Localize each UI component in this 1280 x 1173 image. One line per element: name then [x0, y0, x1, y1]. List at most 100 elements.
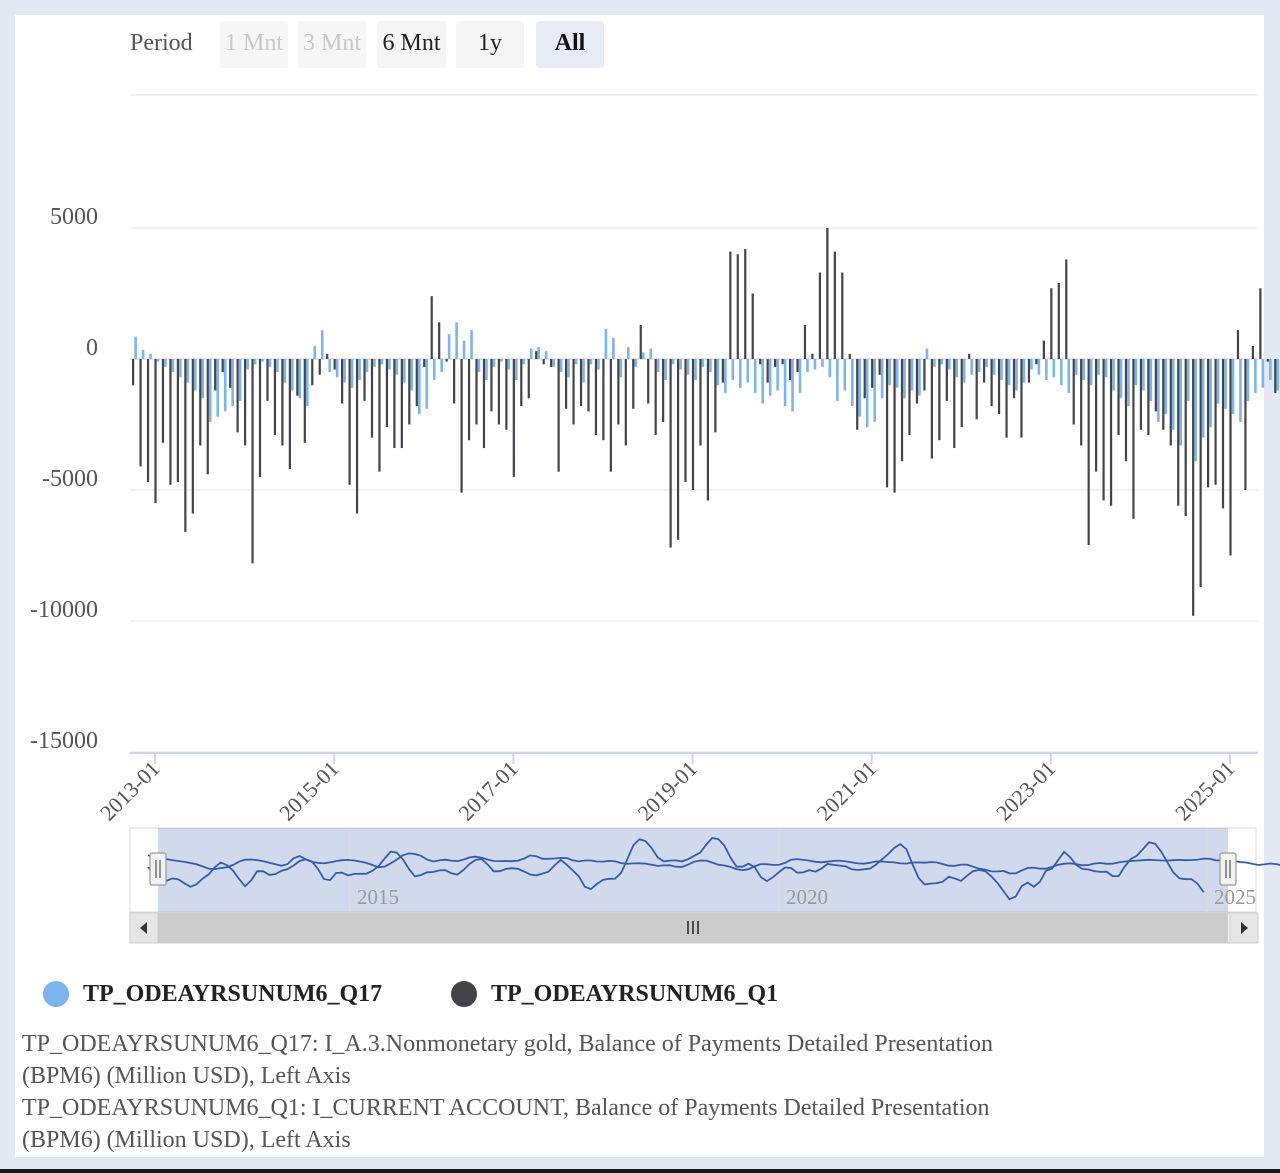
bar-q17	[843, 359, 847, 391]
bar-q17	[888, 359, 891, 386]
bar-q17	[985, 359, 988, 367]
bar-q17	[492, 359, 496, 367]
bar-q17	[1186, 359, 1190, 401]
bar-q17	[328, 359, 332, 373]
handle-box[interactable]	[1219, 852, 1237, 886]
bar-q17	[1074, 359, 1078, 375]
bar-q1	[990, 359, 993, 407]
bar-q1	[1207, 359, 1210, 488]
bar-q17	[208, 359, 212, 422]
bar-q17	[320, 330, 324, 359]
arrow-right-icon	[1241, 922, 1248, 934]
legend-label: TP_ODEAYRSUNUM6_Q1	[491, 980, 779, 1007]
series-description-line: (BPM6) (Million USD), Left Axis	[22, 1127, 351, 1153]
bar-q1	[587, 359, 590, 412]
bar-q1	[796, 359, 799, 373]
bar-q1	[564, 359, 568, 409]
bar-q1	[423, 359, 426, 367]
bar-q17	[701, 359, 705, 367]
legend-marker-icon	[43, 981, 69, 1007]
series-description-line: (BPM6) (Million USD), Left Axis	[22, 1063, 351, 1089]
bar-q17	[246, 359, 249, 370]
x-tick-label: 2013-01	[95, 756, 165, 826]
bar-q17	[627, 347, 630, 359]
navigator-left-handle[interactable]	[149, 852, 167, 886]
x-tick-label: 2021-01	[812, 756, 882, 826]
bar-q1	[938, 359, 941, 441]
bar-q1	[408, 359, 411, 425]
bar-q1	[848, 353, 851, 359]
bar-q1	[900, 359, 904, 462]
bar-q1	[1012, 359, 1016, 399]
navigator-series-line	[147, 852, 1280, 875]
navigator-year-label: 2015	[357, 885, 399, 909]
bar-q17	[1246, 359, 1250, 401]
bar-q17	[955, 359, 959, 378]
range-button-3-month[interactable]: 3 Mnt	[298, 21, 366, 68]
bar-q17	[1037, 359, 1041, 375]
bar-q17	[1127, 359, 1130, 407]
scrollbar-thumb[interactable]	[158, 913, 1228, 943]
bar-q17	[276, 359, 279, 373]
y-tick-label: 0	[86, 335, 98, 361]
bar-q17	[1067, 359, 1071, 394]
series-description-line: TP_ODEAYRSUNUM6_Q1: I_CURRENT ACCOUNT, B…	[22, 1095, 990, 1121]
bar-q1	[654, 359, 657, 435]
bar-q17	[462, 340, 466, 359]
bar-q17	[1015, 359, 1018, 391]
bar-q17	[836, 359, 839, 401]
bar-q1	[453, 359, 456, 404]
bar-q17	[791, 359, 794, 412]
bar-q1	[385, 359, 389, 428]
bar-q17	[918, 359, 921, 396]
range-button-1-year[interactable]: 1y	[456, 21, 524, 68]
bar-q17	[171, 359, 175, 373]
bar-q1	[505, 359, 508, 430]
bar-q1	[1005, 359, 1008, 438]
bar-q17	[283, 359, 287, 383]
bar-q17	[291, 359, 294, 391]
bar-q17	[343, 359, 346, 383]
legend-item-q1[interactable]: TP_ODEAYRSUNUM6_Q1	[451, 978, 778, 1010]
navigator-right-handle[interactable]	[1219, 852, 1237, 886]
bar-q1	[199, 359, 202, 446]
bar-q1	[460, 359, 463, 493]
handle-box[interactable]	[149, 852, 167, 886]
bar-q17	[1254, 359, 1257, 394]
bar-q1	[348, 359, 351, 485]
bar-q17	[1194, 359, 1197, 462]
bar-q1	[258, 359, 262, 477]
bar-q1	[520, 359, 523, 407]
bar-q17	[477, 359, 481, 373]
bar-q17	[858, 359, 862, 417]
bar-q17	[470, 330, 473, 359]
bar-q17	[992, 359, 996, 375]
range-button-1-month[interactable]: 1 Mnt	[220, 21, 288, 68]
bar-q1	[766, 359, 769, 383]
bar-q1	[729, 251, 732, 359]
bar-q1	[1147, 359, 1150, 435]
bar-q17	[306, 359, 309, 407]
bar-q17	[268, 359, 272, 367]
range-button-6-month[interactable]: 6 Mnt	[377, 21, 446, 68]
bar-q17	[746, 359, 750, 383]
bar-q17	[1112, 359, 1115, 391]
bar-q1	[706, 359, 710, 501]
bar-q17	[238, 359, 242, 401]
bar-q1	[490, 359, 493, 412]
bar-q1	[400, 359, 403, 449]
bar-q1	[878, 359, 881, 375]
bar-q17	[1089, 359, 1093, 386]
range-button-all[interactable]: All	[536, 21, 604, 68]
bar-q1	[251, 359, 254, 564]
legend-item-q17[interactable]: TP_ODEAYRSUNUM6_Q17	[43, 978, 382, 1010]
bar-q17	[574, 359, 578, 365]
bar-q1	[744, 248, 747, 359]
bar-q17	[313, 345, 317, 359]
bar-q17	[925, 348, 929, 359]
bar-q17	[1022, 359, 1026, 383]
bar-q17	[1045, 359, 1048, 380]
bar-q17	[335, 359, 339, 378]
bar-q17	[798, 359, 802, 394]
bar-q1	[841, 272, 844, 359]
